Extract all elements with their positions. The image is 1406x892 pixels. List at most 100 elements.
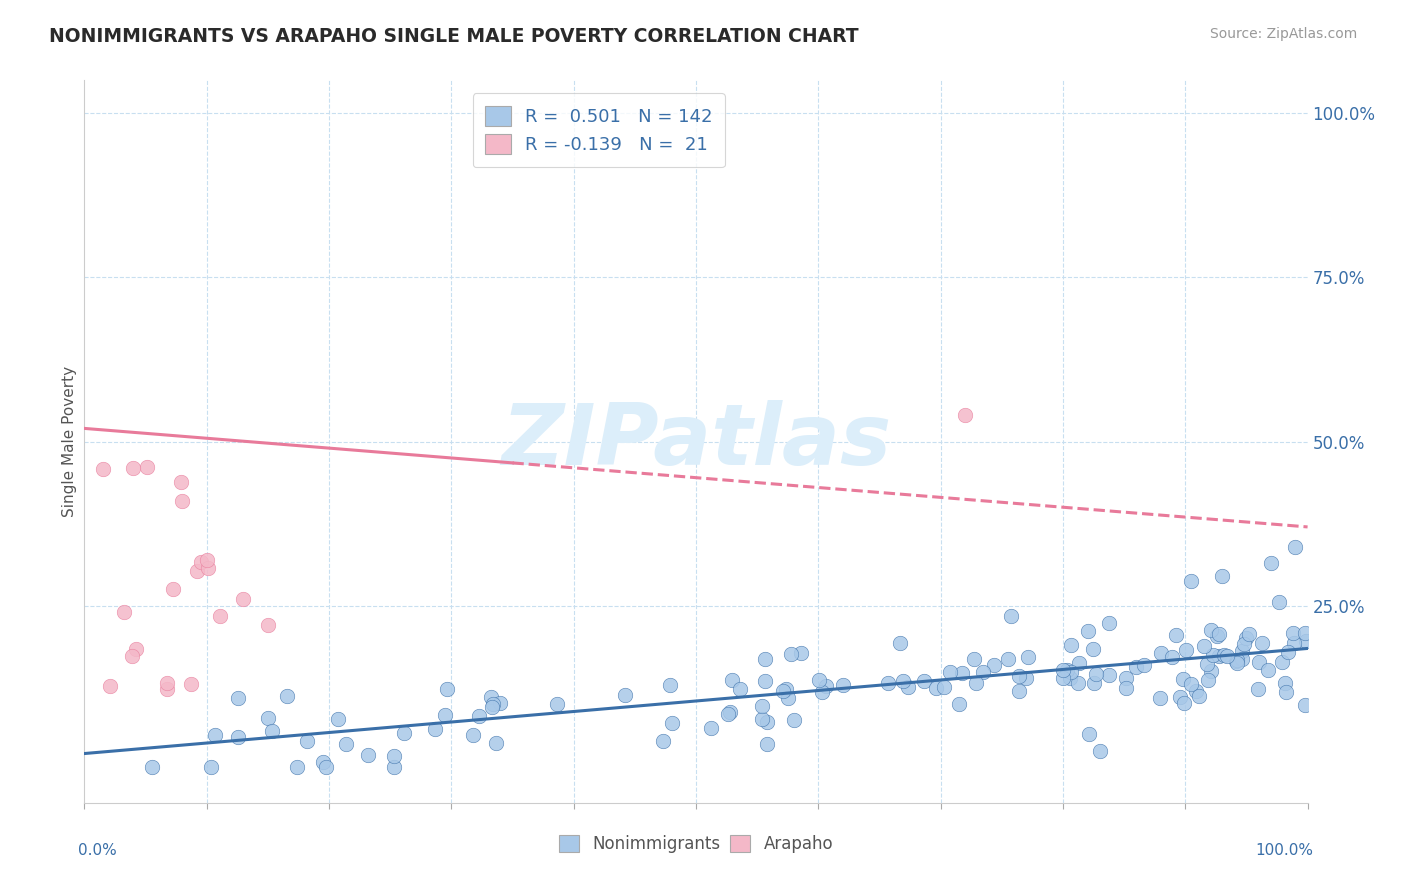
Point bbox=[1084, 666, 1107, 681]
Point bbox=[661, 715, 683, 730]
Point bbox=[1008, 669, 1031, 683]
Point bbox=[1208, 627, 1230, 641]
Point bbox=[1282, 636, 1305, 650]
Legend: Nonimmigrants, Arapaho: Nonimmigrants, Arapaho bbox=[553, 828, 839, 860]
Point bbox=[257, 618, 280, 632]
Point bbox=[112, 605, 135, 619]
Point bbox=[232, 592, 254, 607]
Point bbox=[311, 755, 333, 769]
Point bbox=[659, 678, 682, 692]
Point bbox=[315, 760, 337, 774]
Point bbox=[1168, 690, 1191, 704]
Point bbox=[91, 462, 114, 476]
Point bbox=[721, 673, 744, 688]
Point bbox=[546, 697, 568, 711]
Point bbox=[1247, 681, 1270, 696]
Point bbox=[790, 646, 813, 660]
Point bbox=[1008, 683, 1031, 698]
Point bbox=[1251, 635, 1274, 649]
Point bbox=[135, 460, 157, 475]
Point bbox=[1257, 663, 1279, 677]
Point bbox=[276, 689, 298, 703]
Point bbox=[1295, 634, 1317, 648]
Point bbox=[481, 699, 503, 714]
Point bbox=[156, 676, 179, 690]
Point bbox=[1212, 648, 1234, 662]
Point bbox=[811, 685, 834, 699]
Point bbox=[1277, 645, 1299, 659]
Point bbox=[482, 697, 505, 711]
Point bbox=[260, 723, 283, 738]
Point bbox=[808, 673, 831, 687]
Point bbox=[1192, 639, 1215, 653]
Point bbox=[1115, 681, 1137, 695]
Point bbox=[1078, 727, 1101, 741]
Point bbox=[1202, 648, 1225, 662]
Point bbox=[891, 673, 914, 688]
Point bbox=[1185, 684, 1208, 698]
Point bbox=[1173, 697, 1195, 711]
Point bbox=[965, 675, 987, 690]
Point bbox=[1060, 665, 1083, 679]
Point bbox=[382, 749, 405, 764]
Point bbox=[1161, 650, 1184, 665]
Point bbox=[1171, 672, 1194, 686]
Point bbox=[1097, 616, 1119, 631]
Point bbox=[1150, 646, 1173, 660]
Point bbox=[948, 697, 970, 711]
Point bbox=[772, 684, 794, 698]
Point bbox=[479, 690, 502, 705]
Point bbox=[461, 728, 484, 742]
Point bbox=[997, 652, 1019, 666]
Point bbox=[983, 658, 1005, 673]
Point bbox=[1083, 675, 1105, 690]
Point bbox=[285, 760, 308, 774]
Point bbox=[208, 608, 231, 623]
Point bbox=[1088, 744, 1111, 758]
Point bbox=[197, 561, 219, 575]
Point bbox=[1226, 656, 1249, 670]
Point bbox=[1180, 574, 1202, 588]
Point bbox=[1211, 569, 1233, 583]
Point bbox=[972, 665, 994, 679]
Point bbox=[756, 737, 779, 751]
Point bbox=[1115, 672, 1137, 686]
Point bbox=[1077, 624, 1099, 638]
Y-axis label: Single Male Poverty: Single Male Poverty bbox=[62, 366, 77, 517]
Point bbox=[876, 675, 898, 690]
Point bbox=[141, 760, 163, 774]
Point bbox=[963, 651, 986, 665]
Point bbox=[228, 730, 250, 744]
Point bbox=[1208, 648, 1230, 663]
Point bbox=[754, 673, 776, 688]
Point bbox=[1225, 654, 1247, 668]
Point bbox=[780, 648, 803, 662]
Point bbox=[204, 728, 226, 742]
Point bbox=[195, 553, 218, 567]
Point bbox=[1234, 631, 1257, 645]
Point bbox=[1060, 638, 1083, 652]
Point bbox=[652, 734, 675, 748]
Point bbox=[155, 681, 177, 696]
Point bbox=[1133, 657, 1156, 672]
Point bbox=[295, 733, 318, 747]
Text: ZIPatlas: ZIPatlas bbox=[501, 400, 891, 483]
Point bbox=[1294, 698, 1316, 713]
Point bbox=[226, 691, 249, 706]
Point bbox=[382, 760, 405, 774]
Point bbox=[1180, 677, 1202, 691]
Point bbox=[754, 652, 776, 666]
Point bbox=[1098, 668, 1121, 682]
Point bbox=[121, 649, 143, 664]
Point bbox=[434, 708, 457, 723]
Point bbox=[257, 711, 280, 725]
Point bbox=[1000, 609, 1022, 624]
Point bbox=[1260, 556, 1282, 570]
Point bbox=[832, 678, 855, 692]
Point bbox=[814, 679, 837, 693]
Point bbox=[1059, 671, 1081, 685]
Point bbox=[423, 722, 446, 736]
Point bbox=[782, 713, 804, 727]
Point bbox=[912, 673, 935, 688]
Point bbox=[1125, 659, 1147, 673]
